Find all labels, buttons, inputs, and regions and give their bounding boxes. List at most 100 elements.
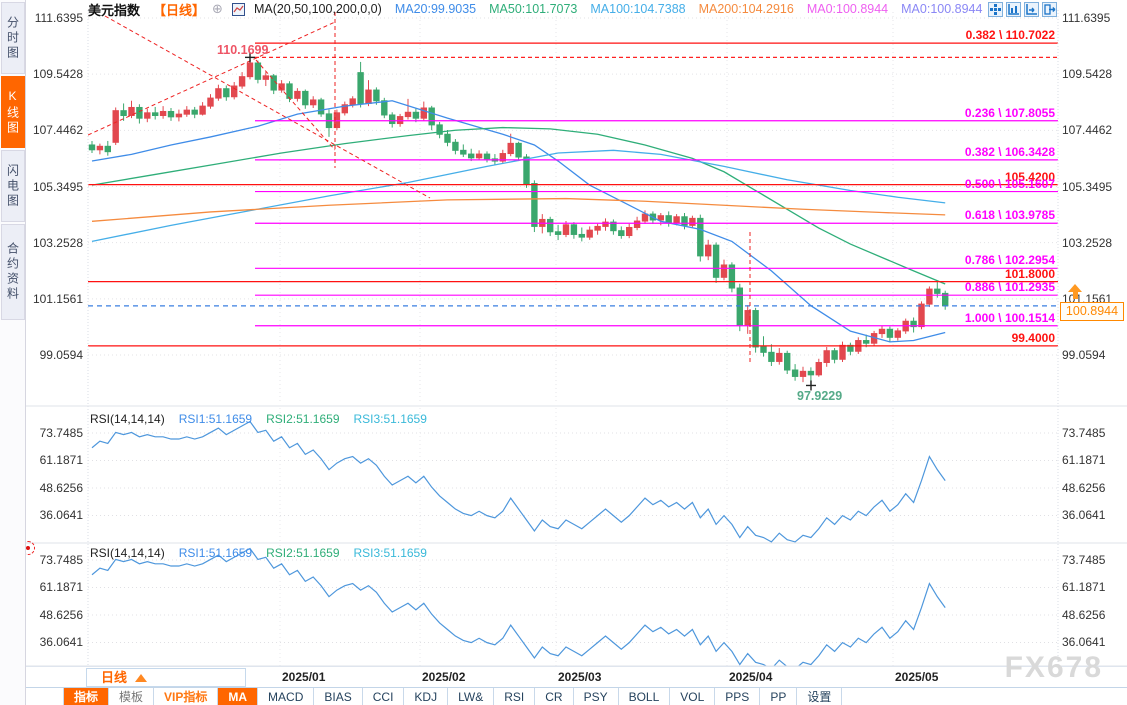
rsi-axis-label: 73.7485 — [1062, 553, 1106, 567]
toolbar-item-设置[interactable]: 设置 — [797, 688, 843, 705]
ma-line-MA20 — [91, 100, 946, 343]
rsi-panel-layer — [88, 408, 1058, 543]
rsi-params-label: RSI(14,14,14) — [90, 412, 165, 426]
price-axis-label: 111.6395 — [34, 11, 83, 25]
time-axis-label: 2025/01 — [282, 670, 326, 684]
ma-line-MA50 — [91, 126, 946, 285]
price-axis-label: 103.2528 — [1062, 235, 1113, 250]
rsi-axis-label: 73.7485 — [39, 553, 83, 567]
sidebar-tab-1[interactable]: 分时图 — [1, 2, 25, 74]
rsi-panel-layer — [88, 545, 1058, 666]
fib-level-label: 0.786 \ 102.2954 — [964, 253, 1055, 268]
rsi-line — [91, 547, 946, 666]
period-tag[interactable]: 【日线】 — [153, 2, 206, 18]
toolbar-item-ma[interactable]: MA — [218, 688, 259, 705]
time-axis-row: 日线 2025/01 2025/02 2025/03 2025/04 2025/05 F… — [26, 651, 1127, 687]
left-sidebar: 分时图 K线图 闪电图 合约资料 — [0, 0, 26, 705]
toolbar-item-psy[interactable]: PSY — [574, 688, 619, 705]
rsi-axis-label: 61.1871 — [1062, 580, 1106, 595]
axis-scale-icon[interactable] — [1006, 2, 1021, 17]
rsi-value-label: RSI3:51.1659 — [353, 546, 427, 560]
price-axis-label: 101.1561 — [32, 291, 83, 306]
price-axis-label: 107.4462 — [1062, 123, 1113, 138]
ma-settings[interactable]: MA(20,50,100,200,0,0) — [253, 2, 382, 16]
export-icon[interactable] — [1042, 2, 1057, 17]
toolbar-item-模板[interactable]: 模板 — [109, 688, 155, 705]
toolbar-spacer — [26, 688, 64, 705]
fib-level-label: 99.4000 — [1011, 330, 1055, 345]
toolbar-item-指标[interactable]: 指标 — [64, 688, 110, 705]
toolbar-item-cr[interactable]: CR — [535, 688, 574, 705]
fib-level-label: 105.4200 — [1004, 169, 1055, 184]
toolbar-item-lw&[interactable]: LW& — [448, 688, 495, 705]
fib-level-label: 0.500 \ 105.1607 — [964, 176, 1055, 191]
rsi-axis-label: 73.7485 — [1062, 426, 1106, 440]
chart-header: 美元指数 【日线】 ⊕ MA(20,50,100,200,0,0) MA20:9… — [88, 0, 1118, 18]
rsi-axis-label: 61.1871 — [39, 453, 83, 468]
rsi-axis-label: 48.6256 — [1062, 607, 1106, 622]
fib-level-label: 101.8000 — [1004, 266, 1055, 281]
toolbar-item-bias[interactable]: BIAS — [314, 688, 363, 705]
ma-chart-icon[interactable] — [231, 2, 245, 16]
price-axis-label: 111.6395 — [1062, 11, 1111, 25]
price-axis-label: 105.3495 — [32, 179, 83, 194]
sidebar-tab-2[interactable]: K线图 — [1, 76, 25, 148]
fib-level-label: 0.236 \ 107.8055 — [964, 105, 1055, 120]
link-icon[interactable]: ⊕ — [212, 1, 223, 16]
low-price-note: 97.9229 — [797, 389, 843, 404]
rsi-value-label: RSI1:51.1659 — [178, 546, 253, 560]
ma-legend: MA20:99.9035 MA50:101.7073 MA100:104.7388 M… — [395, 2, 983, 16]
price-axis-label: 99.0594 — [1062, 348, 1106, 363]
toolbar-item-macd[interactable]: MACD — [258, 688, 315, 705]
main-chart-layer — [88, 12, 1058, 402]
rsi-axis-label: 36.0641 — [1062, 508, 1106, 523]
candles-layer — [88, 57, 949, 386]
rsi-axis-label: 48.6256 — [39, 607, 83, 622]
rsi-axis-label: 36.0641 — [39, 508, 83, 523]
sidebar-tab-4[interactable]: 合约资料 — [1, 224, 25, 320]
rsi-value-label: RSI2:51.1659 — [266, 546, 340, 560]
ma-value-label: MA100:104.7388 — [590, 2, 686, 16]
rsi-value-label: RSI2:51.1659 — [266, 412, 340, 426]
axis-pan-icon[interactable] — [1024, 2, 1039, 17]
toolbar-item-kdj[interactable]: KDJ — [404, 688, 449, 705]
fib-level-label: 0.886 \ 101.2935 — [964, 280, 1055, 295]
rsi2-header: RSI(14,14,14) RSI1:51.1659 RSI2:51.1659 RSI… — [90, 546, 427, 560]
triangle-up-icon — [135, 674, 148, 682]
toolbar-item-pp[interactable]: PP — [760, 688, 798, 705]
toolbar-item-vip指标[interactable]: VIP指标 — [154, 688, 219, 705]
rsi-params-label: RSI(14,14,14) — [90, 546, 165, 560]
ma-line-MA100 — [91, 149, 946, 243]
time-axis-label: 2025/03 — [558, 670, 602, 684]
toolbar-item-vol[interactable]: VOL — [670, 688, 716, 705]
price-axis-label: 103.2528 — [32, 235, 83, 250]
sidebar-tab-3[interactable]: 闪电图 — [1, 150, 25, 222]
toolbar-item-rsi[interactable]: RSI — [494, 688, 536, 705]
fib-level-label: 0.382 \ 106.3428 — [964, 144, 1055, 159]
toolbar-item-pps[interactable]: PPS — [715, 688, 761, 705]
symbol-name: 美元指数 — [88, 2, 141, 18]
rsi-axis-label: 73.7485 — [39, 426, 83, 440]
price-up-arrow-icon — [1068, 284, 1082, 300]
period-selector[interactable]: 日线 — [86, 668, 246, 687]
move-icon[interactable] — [988, 2, 1003, 17]
rsi-axis-label: 61.1871 — [1062, 453, 1106, 468]
time-axis-label: 2025/04 — [729, 670, 773, 684]
fib-level-label: 0.382 \ 110.7022 — [965, 28, 1055, 43]
price-axis-label: 109.5428 — [32, 67, 83, 82]
ma-value-label: MA200:104.2916 — [698, 2, 794, 16]
rsi-axis-label: 61.1871 — [39, 580, 83, 595]
rsi-axis-label: 48.6256 — [1062, 480, 1106, 495]
toolbar-item-cci[interactable]: CCI — [363, 688, 405, 705]
time-axis-label: 2025/02 — [422, 670, 466, 684]
rsi-axis-label: 36.0641 — [39, 635, 83, 650]
rsi-axis-label: 48.6256 — [39, 480, 83, 495]
period-selector-label: 日线 — [101, 670, 128, 685]
fib-level-label: 1.000 \ 100.1514 — [964, 310, 1055, 325]
rsi-line — [91, 420, 946, 543]
toolbar-item-boll[interactable]: BOLL — [619, 688, 671, 705]
fib-level-label: 0.618 \ 103.9785 — [964, 208, 1055, 223]
price-axis-label: 105.3495 — [1062, 179, 1113, 194]
